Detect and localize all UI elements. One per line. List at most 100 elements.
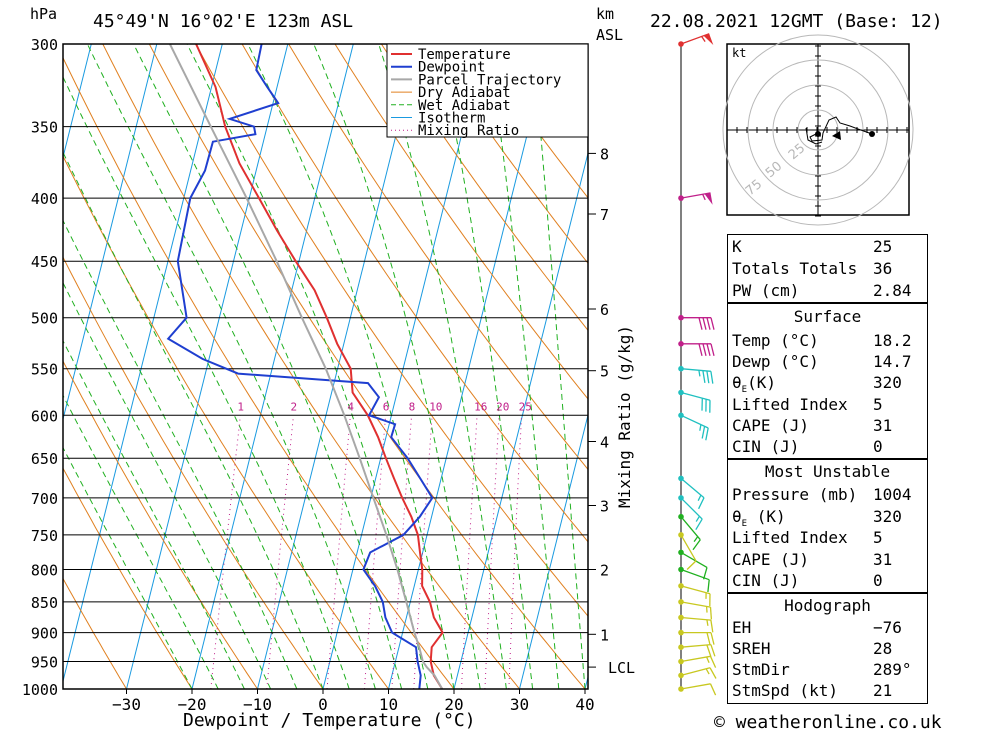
dry-adiabat-line xyxy=(380,44,588,332)
surface-dewp-row: Dewp (°C) 14.7 xyxy=(732,352,912,371)
x-tick-label: 20 xyxy=(444,695,463,714)
km-axis: 8 7 6 5 4 3 2 1 LCL xyxy=(588,145,635,677)
wind-barb-shaft xyxy=(680,655,711,663)
hodograph-start-dot xyxy=(815,131,821,137)
legend-label: Dry Adiabat xyxy=(418,85,511,101)
eh-row: EH −76 xyxy=(732,618,902,637)
legend-label: Temperature xyxy=(418,47,511,63)
wind-barb-flag xyxy=(702,343,707,356)
mu-cape-row: CAPE (J) 31 xyxy=(732,550,893,569)
wind-barb-half-flag xyxy=(701,36,706,42)
wind-barb-shaft xyxy=(680,551,708,568)
wind-barb-half-flag xyxy=(699,424,702,431)
wind-barb-shaft xyxy=(680,585,711,595)
most-unstable-table: Most Unstable Pressure (mb) 1004 θE (K) 32… xyxy=(727,459,928,593)
mixing-ratio-label: 25 xyxy=(519,400,532,413)
wind-barb-flag xyxy=(702,370,706,384)
mu-pressure-row: Pressure (mb) 1004 xyxy=(732,485,912,504)
km-tick-label: 2 xyxy=(600,562,609,580)
mixing-ratio-line xyxy=(326,415,351,689)
km-tick-label: 3 xyxy=(600,498,609,516)
wet-adiabat-line xyxy=(247,44,455,689)
isotherm-line xyxy=(126,44,289,689)
mixing-ratio-line xyxy=(210,415,241,689)
pressure-tick-label: 450 xyxy=(31,253,58,271)
series-temperature xyxy=(195,44,444,689)
dry-adiabat-line xyxy=(427,44,588,265)
wind-barb-flag xyxy=(709,656,717,668)
pressure-tick-label: 950 xyxy=(31,654,58,672)
wind-barb-flag xyxy=(698,497,705,510)
wind-barb-flag xyxy=(705,427,709,441)
wet-adiabat-line xyxy=(63,446,193,689)
km-tick-label: 8 xyxy=(600,145,609,163)
wind-barb-flag xyxy=(701,426,706,439)
wind-barb-flag xyxy=(710,644,716,657)
dry-adiabat-line xyxy=(63,467,193,689)
mixing-ratio-label: 10 xyxy=(429,400,442,413)
wind-barb-flag xyxy=(709,683,717,696)
x-tick-label: −10 xyxy=(243,695,272,714)
wind-barb-flag xyxy=(709,667,717,679)
mixing-ratio-axis-title: Mixing Ratio (g/kg) xyxy=(615,325,634,508)
wind-barbs xyxy=(678,33,717,696)
hodograph-trace xyxy=(809,116,873,142)
mu-li-row: Lifted Index 5 xyxy=(732,528,883,547)
stmspd-row: StmSpd (kt) 21 xyxy=(732,681,893,700)
series-dewpoint xyxy=(166,44,434,689)
mixing-ratio-line xyxy=(266,415,294,689)
mixing-ratio-line xyxy=(363,415,387,689)
km-tick-label: 7 xyxy=(600,206,609,224)
wind-barb-shaft xyxy=(680,534,697,562)
hodograph-ring xyxy=(772,84,864,176)
isotherm-line xyxy=(519,413,588,689)
pressure-tick-label: 550 xyxy=(31,361,58,379)
hodograph-params-title: Hodograph xyxy=(784,596,871,615)
plot-frame xyxy=(62,43,589,690)
wind-barb-shaft xyxy=(680,516,701,541)
pressure-tick-label: 800 xyxy=(31,562,58,580)
dry-adiabat-line xyxy=(334,44,588,400)
isotherm-line xyxy=(0,44,26,689)
pressure-tick-label: 300 xyxy=(31,36,58,54)
isotherm-line xyxy=(63,44,223,684)
wind-barb-half-flag xyxy=(698,370,701,377)
x-tick-label: 40 xyxy=(575,695,594,714)
hodograph-ring xyxy=(722,34,914,226)
surface-li-row: Lifted Index 5 xyxy=(732,395,883,414)
wind-barb-shaft xyxy=(680,33,710,45)
wind-barb-half-flag xyxy=(702,194,706,201)
mixing-ratio-label: 6 xyxy=(383,400,390,413)
wind-barb-flag xyxy=(706,644,712,657)
isotherm-line xyxy=(388,44,551,689)
pressure-tick-label: 400 xyxy=(31,190,58,208)
hodograph-storm-motion-marker xyxy=(832,131,841,140)
km-tick-label: 4 xyxy=(600,434,609,452)
wind-barb-flag xyxy=(710,619,714,633)
mixing-ratio-label: 16 xyxy=(474,400,487,413)
x-axis-title: Dewpoint / Temperature (°C) xyxy=(183,710,476,731)
isotherm-line xyxy=(191,44,354,689)
pressure-tick-label: 600 xyxy=(31,407,58,425)
mixing-ratio-label: 20 xyxy=(496,400,509,413)
surface-theta-row: θE(K) 320 xyxy=(732,373,902,396)
km-tick-label: LCL xyxy=(608,659,635,677)
wind-barb-flag xyxy=(710,632,715,645)
mu-theta-row: θE (K) 320 xyxy=(732,507,902,530)
mixing-ratio-line xyxy=(391,415,413,689)
surface-title: Surface xyxy=(793,307,862,326)
pressure-tick-label: 1000 xyxy=(22,681,58,699)
hodograph-ring xyxy=(747,59,889,201)
mu-cin-row: CIN (J) 0 xyxy=(732,571,883,590)
wet-adiabat-line xyxy=(63,281,272,689)
totals-row: Totals Totals 36 xyxy=(732,259,893,278)
isotherm-line xyxy=(584,674,588,689)
mixing-ratio-label: 1 xyxy=(237,400,244,413)
wind-barb-flag xyxy=(710,343,715,356)
hpa-unit-label: hPa xyxy=(30,5,57,23)
wind-barb-flag xyxy=(702,567,708,580)
wind-barb-shaft xyxy=(680,643,711,648)
